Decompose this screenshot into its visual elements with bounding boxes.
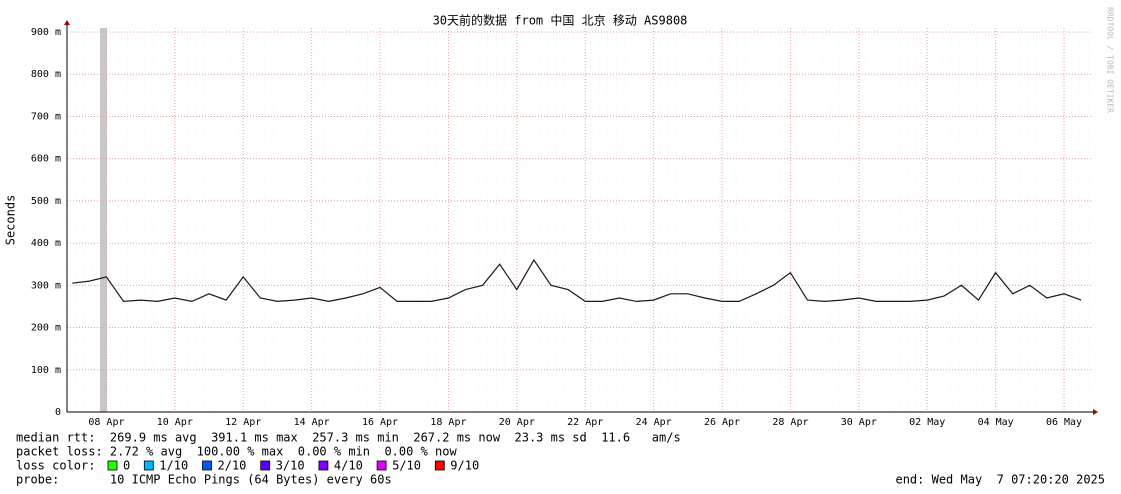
chart-title: 30天前的数据 from 中国 北京 移动 AS9808 (433, 13, 688, 28)
y-tick-label: 500 m (31, 196, 61, 207)
legend-label: 0 (123, 459, 130, 473)
legend-label: 9/10 (450, 459, 479, 473)
y-tick-label: 0 (55, 407, 61, 418)
x-tick-label: 20 Apr (499, 417, 535, 428)
legend-label: 5/10 (392, 459, 421, 473)
loss-band (100, 28, 107, 412)
legend-swatch (318, 460, 329, 471)
x-tick-label: 16 Apr (362, 417, 398, 428)
x-tick-label: 02 May (909, 417, 945, 428)
legend-label: 4/10 (334, 459, 363, 473)
legend-swatch (434, 460, 445, 471)
x-tick-label: 06 May (1046, 417, 1082, 428)
end-time: end: Wed May 7 07:20:20 2025 (895, 473, 1105, 487)
y-axis-label: Seconds (4, 195, 18, 246)
x-tick-label: 10 Apr (157, 417, 193, 428)
legend-label: 1/10 (159, 459, 188, 473)
legend-label: 2/10 (218, 459, 247, 473)
y-tick-label: 700 m (31, 111, 61, 122)
y-arrow (64, 20, 70, 25)
x-tick-label: 24 Apr (636, 417, 672, 428)
watermark: RRDTOOL / TOBI OETIKER (1106, 7, 1115, 113)
legend-swatch (107, 460, 118, 471)
x-tick-label: 14 Apr (294, 417, 330, 428)
x-tick-label: 12 Apr (225, 417, 261, 428)
legend-swatch (260, 460, 271, 471)
legend-swatch (376, 460, 387, 471)
x-tick-label: 26 Apr (704, 417, 740, 428)
y-tick-label: 600 m (31, 154, 61, 165)
x-arrow (1093, 409, 1098, 415)
x-tick-label: 22 Apr (567, 417, 603, 428)
y-tick-label: 200 m (31, 323, 61, 334)
x-tick-label: 04 May (978, 417, 1014, 428)
median-line (72, 258, 1082, 303)
x-tick-label: 28 Apr (772, 417, 808, 428)
y-tick-label: 100 m (31, 365, 61, 376)
median-stats: median rtt: 269.9 ms avg 391.1 ms max 25… (16, 431, 681, 445)
y-tick-label: 900 m (31, 27, 61, 38)
minor-grid (67, 28, 1093, 412)
loss-legend: 0 1/10 2/10 3/10 4/10 5/10 9/10 (107, 459, 479, 473)
x-tick-label: 08 Apr (88, 417, 124, 428)
x-tick-label: 18 Apr (430, 417, 466, 428)
loss-color-label: loss color: (16, 459, 95, 473)
probe: probe: 10 ICMP Echo Pings (64 Bytes) eve… (16, 473, 392, 487)
x-tick-label: 30 Apr (841, 417, 877, 428)
legend-swatch (143, 460, 154, 471)
plot (67, 28, 1093, 413)
y-tick-label: 400 m (31, 238, 61, 249)
y-tick-label: 300 m (31, 280, 61, 291)
legend-label: 3/10 (276, 459, 305, 473)
legend-swatch (202, 460, 212, 471)
loss-stats: packet loss: 2.72 % avg 100.00 % max 0.0… (16, 445, 457, 459)
y-tick-label: 800 m (31, 69, 61, 80)
